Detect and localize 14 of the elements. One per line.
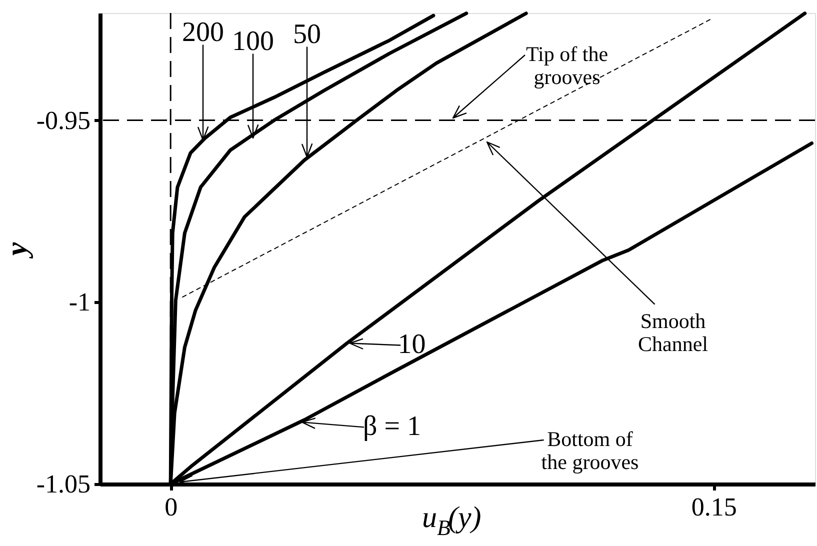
annotation: Tip of the grooves bbox=[526, 42, 608, 90]
x-tick-label: 0.15 bbox=[691, 492, 737, 522]
annotation: Smooth Channel bbox=[638, 309, 708, 356]
y-tick-label: -0.95 bbox=[36, 106, 90, 135]
annotation: 50 bbox=[293, 19, 321, 50]
annotation: Bottom of the grooves bbox=[541, 427, 639, 474]
y-tick-label: -1.05 bbox=[36, 470, 90, 498]
y-tick-label: -1 bbox=[68, 288, 90, 317]
y-axis-title: y bbox=[0, 242, 34, 259]
annotation: 100 bbox=[232, 26, 274, 57]
annotation: 10 bbox=[398, 329, 426, 360]
annotation: 200 bbox=[182, 17, 224, 48]
annotation: β = 1 bbox=[362, 411, 422, 442]
x-tick-label: 0 bbox=[164, 492, 178, 522]
